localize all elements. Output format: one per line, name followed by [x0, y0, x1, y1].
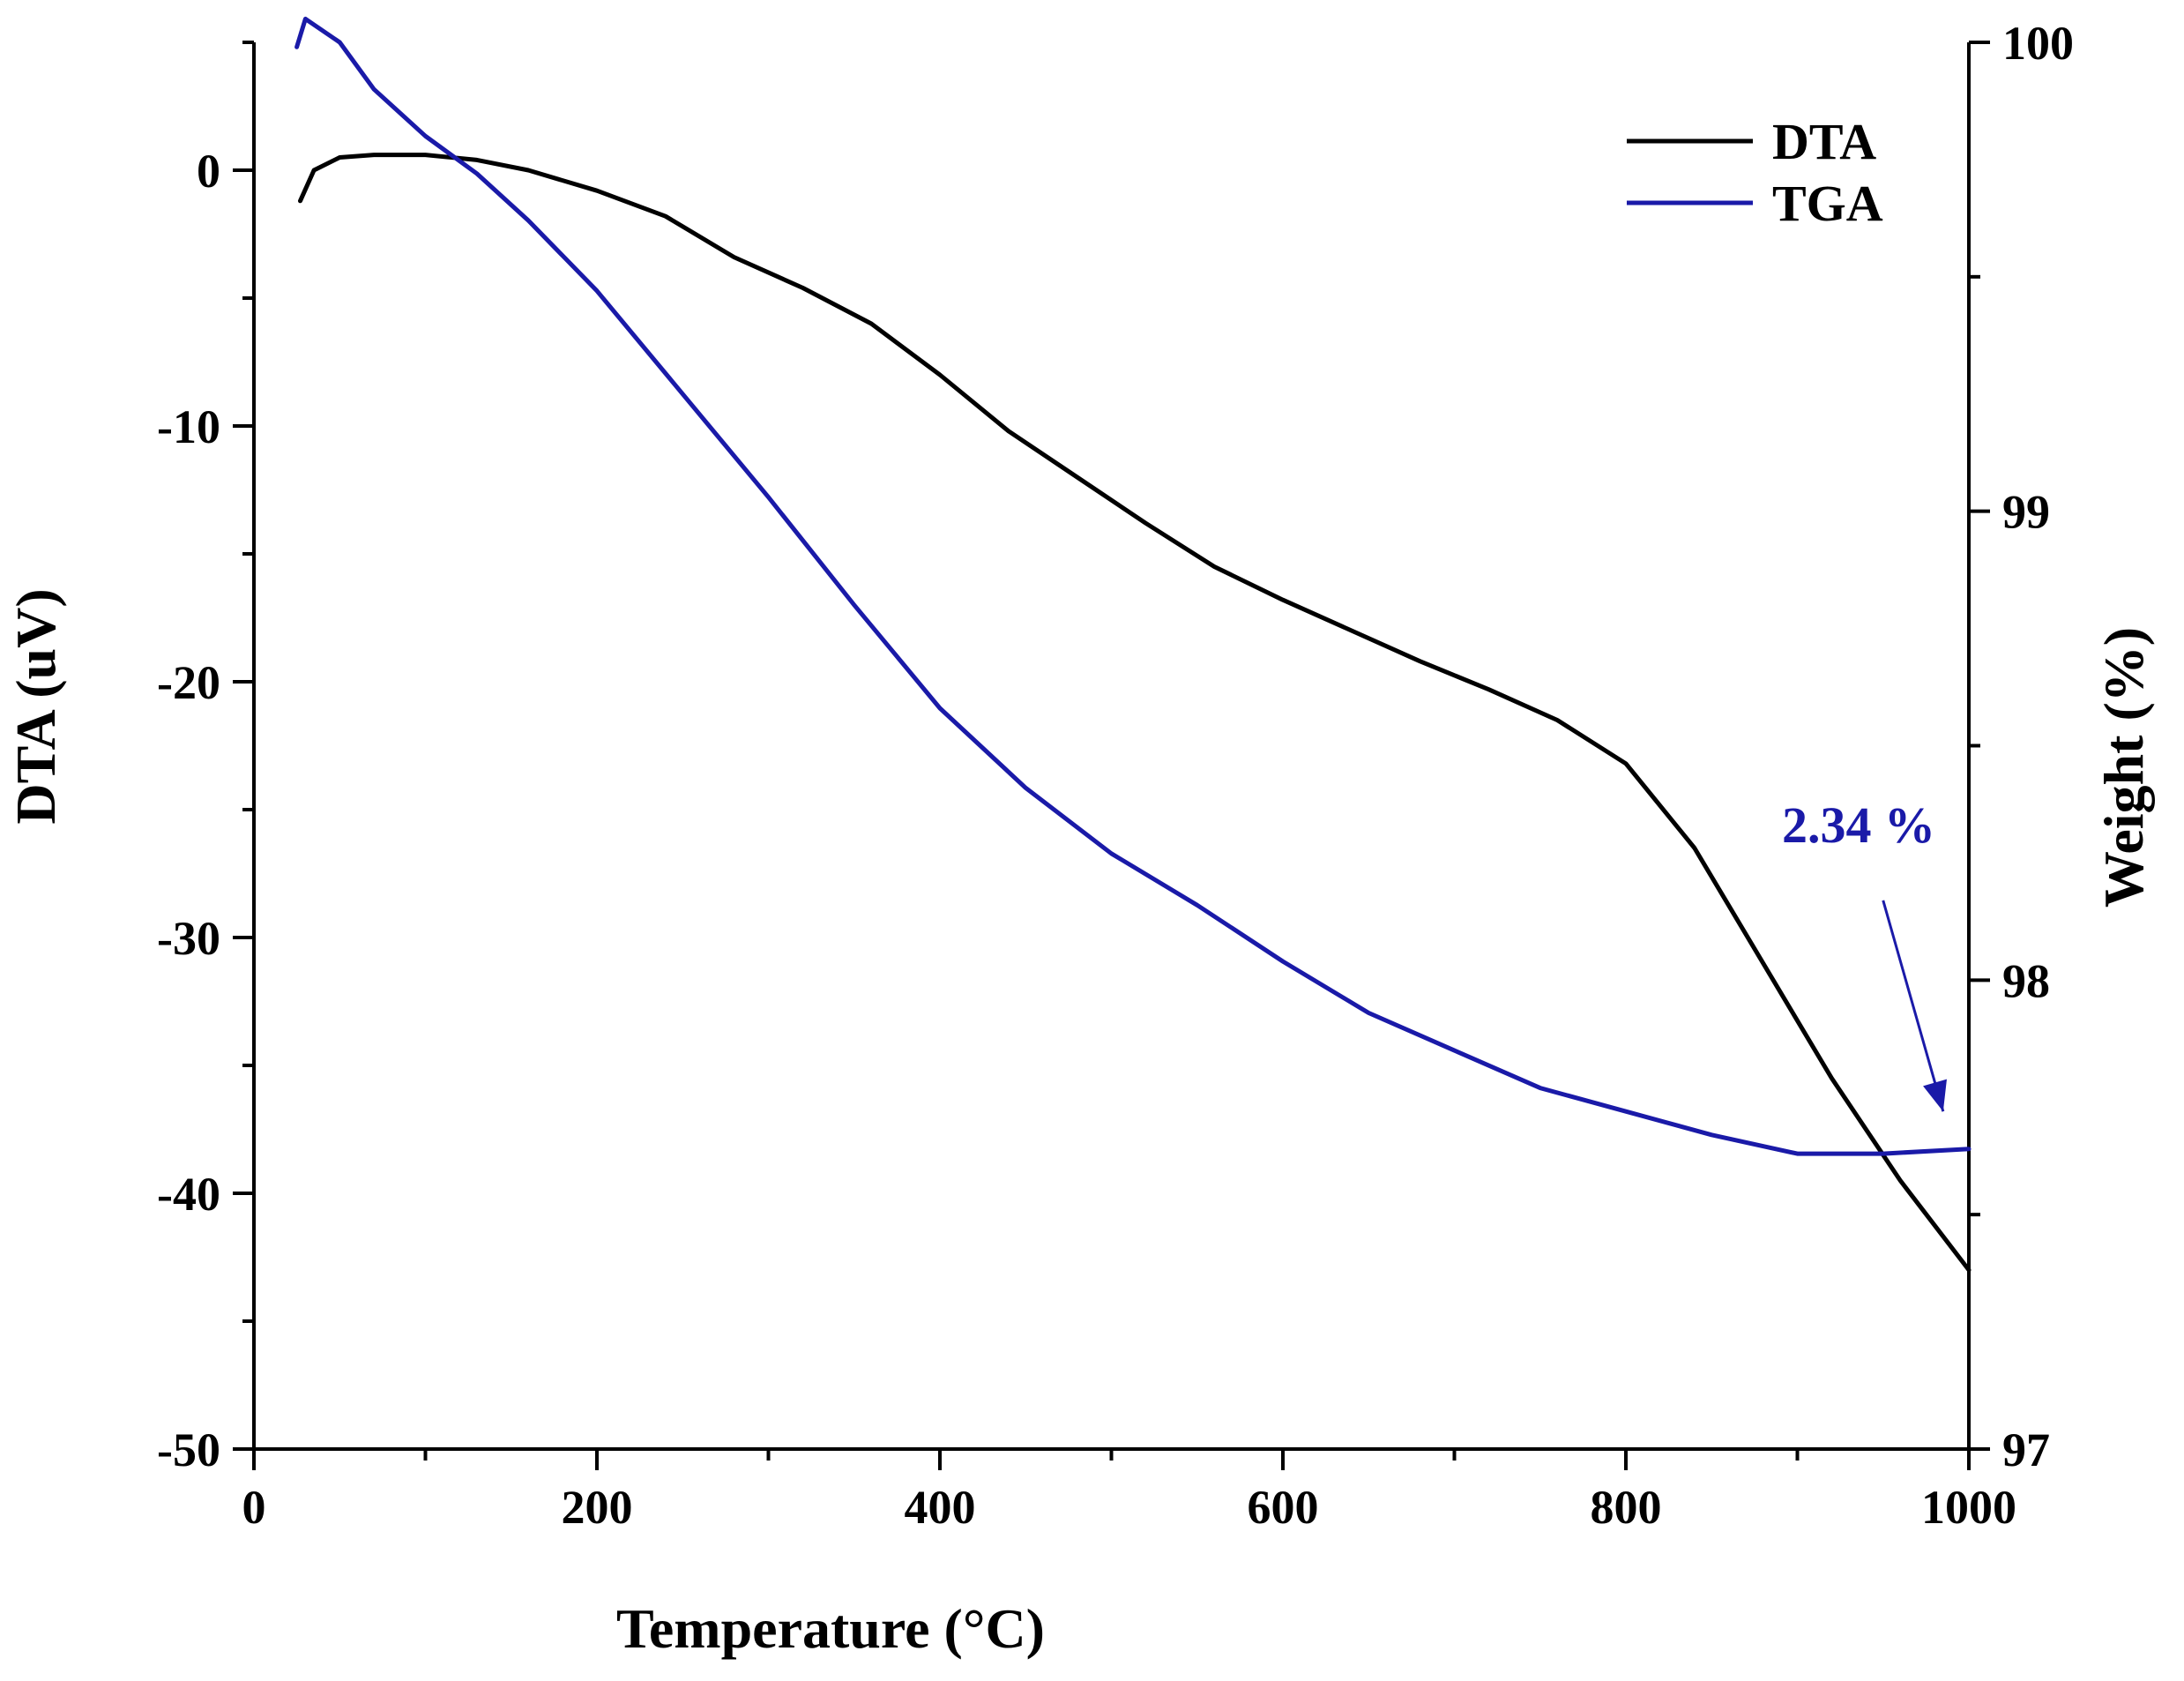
- y-left-tick-label: -40: [157, 1168, 220, 1221]
- annotation-text: 2.34 %: [1782, 796, 1935, 854]
- x-tick-label: 200: [562, 1481, 633, 1534]
- x-tick-label: 1000: [1921, 1481, 2016, 1534]
- y-left-tick-label: -50: [157, 1423, 220, 1476]
- legend-label-dta: DTA: [1772, 113, 1876, 170]
- y-right-axis-title: Weight (%): [2092, 627, 2155, 908]
- series-layer: [294, 16, 1972, 1273]
- x-axis-title: Temperature (°C): [616, 1597, 1045, 1660]
- legend-label-tga: TGA: [1772, 175, 1883, 232]
- series-line-dta: [298, 153, 1972, 1273]
- x-tick-label: 800: [1591, 1481, 1662, 1534]
- annotation-arrow-line: [1882, 900, 1945, 1112]
- y-left-tick-label: -20: [157, 656, 220, 709]
- x-tick-label: 400: [905, 1481, 976, 1534]
- x-tick-label: 600: [1248, 1481, 1319, 1534]
- y-left-axis-title: DTA (uV): [4, 588, 67, 824]
- x-tick-label: 0: [242, 1481, 266, 1534]
- y-right-tick-label: 97: [2002, 1423, 2050, 1476]
- y-right-tick-label: 98: [2002, 954, 2050, 1007]
- annotation-arrow-head: [1923, 1079, 1947, 1112]
- y-left-tick-label: -10: [157, 400, 220, 453]
- y-left-tick-label: 0: [197, 145, 220, 198]
- annotation: 2.34 %: [1782, 796, 1947, 1112]
- y-right-tick-label: 100: [2002, 17, 2074, 70]
- axes: 0 200 400 600 800 1000 0 -10 -20 -30 -40 -50 100 99 98…: [157, 17, 2074, 1534]
- series-line-tga: [294, 16, 1972, 1156]
- y-left-tick-label: -30: [157, 912, 220, 965]
- y-right-tick-label: 99: [2002, 486, 2050, 539]
